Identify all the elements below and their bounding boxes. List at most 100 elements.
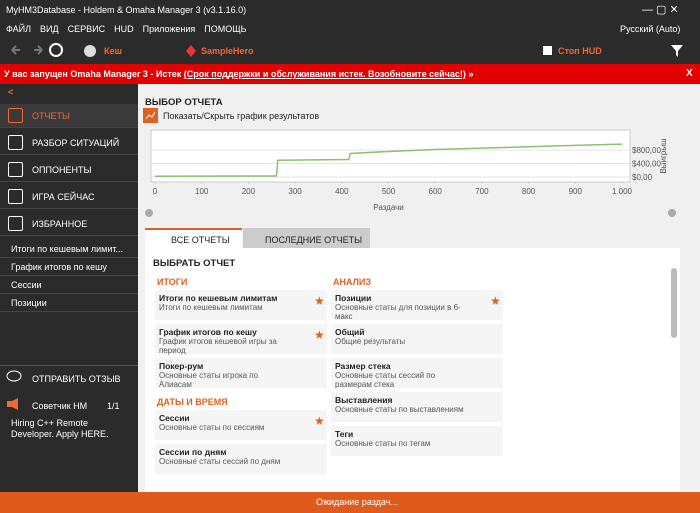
favorite[interactable]: Позиции: [11, 298, 47, 308]
stop-hud[interactable]: Стоп HUD: [558, 46, 602, 56]
chart: $0,00 $400,00 $800,00 0 100 200 300 400 500 600 70…: [145, 129, 676, 217]
advisor-count: 1/1: [107, 401, 120, 411]
report-desc: Основные статы по выставлениям: [335, 405, 464, 414]
feedback[interactable]: ОТПРАВИТЬ ОТЗЫВ: [32, 374, 121, 384]
banner-close[interactable]: X: [686, 68, 693, 79]
toggle[interactable]: Показать/Скрыть график результатов: [163, 111, 320, 121]
back[interactable]: <: [8, 87, 14, 97]
cash-button[interactable]: Кеш: [104, 46, 122, 56]
divider: [0, 365, 138, 366]
report-name: Выставления: [335, 395, 393, 405]
menu-item[interactable]: HUD: [114, 24, 134, 34]
banner-link[interactable]: (Срок поддержки и обслуживания истек. Во…: [183, 69, 466, 79]
cash-icon: [84, 45, 96, 57]
star[interactable]: ★: [490, 294, 501, 308]
report-bg[interactable]: [331, 426, 503, 456]
banner: [0, 64, 700, 84]
star[interactable]: ★: [314, 414, 325, 428]
x-tick-label: 0: [153, 187, 158, 196]
nav-icon: [8, 189, 23, 204]
report-desc: Основные статы сессий по размерам стека: [335, 371, 436, 389]
report-bg[interactable]: [155, 358, 327, 388]
report-desc: Основные статы по тегам: [335, 439, 431, 448]
top-area: [0, 0, 700, 64]
report-bg[interactable]: [155, 290, 327, 320]
favorite[interactable]: График итогов по кешу: [11, 262, 107, 272]
x-tick-label: 900: [569, 187, 583, 196]
banner-more[interactable]: »: [468, 69, 474, 79]
report-bg[interactable]: [331, 358, 503, 388]
favorite[interactable]: Сессии: [11, 280, 42, 290]
heading: ВЫБОР ОТЧЕТА: [145, 97, 223, 108]
x-tick-label: 200: [242, 187, 256, 196]
nav-item[interactable]: ОППОНЕНТЫ: [32, 165, 92, 175]
banner-msg: У вас запущен Omaha Manager 3 - Истек: [4, 69, 182, 79]
toggle-icon[interactable]: [143, 108, 158, 123]
filter-icon[interactable]: [670, 44, 684, 58]
menu-item[interactable]: ВИД: [40, 24, 59, 34]
report-desc: Основные статы сессий по дням: [159, 457, 281, 466]
report-desc: Основные статы по сессиям: [159, 423, 265, 432]
nav-icon: [8, 162, 23, 177]
stop-hud-check[interactable]: [543, 46, 552, 55]
x-tick-label: 100: [195, 187, 209, 196]
report-bg[interactable]: [331, 324, 503, 354]
nav-divider: [0, 208, 138, 209]
report-bg[interactable]: [155, 410, 327, 440]
fav-divider: [0, 293, 138, 294]
nav-item[interactable]: ИЗБРАННОЕ: [32, 219, 88, 229]
star[interactable]: ★: [314, 328, 325, 342]
report-bg[interactable]: [155, 324, 327, 354]
tab[interactable]: [243, 228, 370, 248]
report-name: Сессии: [159, 413, 190, 423]
menu-bar: ФАЙЛ ВИД СЕРВИС HUD Приложения ПОМОЩЬ: [6, 24, 247, 34]
menu-item[interactable]: ФАЙЛ: [6, 24, 32, 34]
favorite[interactable]: Итоги по кешевым лимит...: [11, 244, 124, 254]
menu-item[interactable]: Приложения: [142, 24, 196, 34]
advisor-icon: [7, 398, 18, 410]
hero[interactable]: SampleHero: [201, 46, 254, 56]
scrollbar[interactable]: [671, 268, 677, 338]
report-desc: Основные статы для позиции в 6-макс: [335, 303, 461, 321]
section-title: ИТОГИ: [157, 277, 188, 287]
report-name: Сессии по дням: [159, 447, 227, 457]
menu-item[interactable]: ПОМОЩЬ: [204, 24, 247, 34]
y-tick-label: $800,00: [632, 146, 661, 155]
banner-text: У вас запущен Omaha Manager 3 - Истек (С…: [4, 69, 473, 79]
tab-label: ПОСЛЕДНИЕ ОТЧЕТЫ: [265, 235, 363, 245]
report-bg[interactable]: [331, 392, 503, 422]
choose: ВЫБРАТЬ ОТЧЕТ: [153, 258, 236, 269]
nav-item[interactable]: РАЗБОР СИТУАЦИЙ: [32, 138, 120, 148]
nav-icon: [8, 135, 23, 150]
nav-divider: [0, 181, 138, 182]
y-axis-label: Выигрыш: [659, 138, 668, 173]
star[interactable]: ★: [314, 294, 325, 308]
hiring[interactable]: Hiring C++ Remote Developer. Apply HERE.: [11, 418, 109, 439]
report-name: Общий: [335, 327, 365, 337]
x-tick-label: 700: [475, 187, 489, 196]
menu-item[interactable]: СЕРВИС: [67, 24, 106, 34]
report-name: Теги: [335, 429, 354, 439]
nav-item[interactable]: ИГРА СЕЙЧАС: [32, 192, 95, 202]
report-bg[interactable]: [155, 444, 327, 474]
nav-icon: [8, 216, 23, 231]
sidebar: [0, 84, 138, 492]
advisor[interactable]: Советчик HM: [32, 401, 88, 411]
x-axis-label: Раздачи: [373, 203, 404, 212]
window-controls[interactable]: — ▢ ✕: [642, 4, 679, 16]
plot-frame: [150, 129, 631, 183]
x-tick-label: 1 000: [612, 187, 633, 196]
report-name: Итоги по кешевым лимитам: [159, 293, 278, 303]
fav-divider: [0, 275, 138, 276]
status: Ожидание раздач...: [316, 497, 398, 507]
info-icon: [668, 209, 676, 217]
report-name: Размер стека: [335, 361, 391, 371]
report-bg[interactable]: [331, 290, 503, 320]
x-tick-label: 400: [335, 187, 349, 196]
tab[interactable]: [145, 228, 242, 250]
language[interactable]: Русский (Auto): [620, 24, 681, 34]
report-name: Покер-рум: [159, 361, 204, 371]
nav-divider: [0, 127, 138, 128]
nav-icons[interactable]: [8, 40, 78, 60]
nav-item[interactable]: ОТЧЕТЫ: [32, 111, 70, 121]
